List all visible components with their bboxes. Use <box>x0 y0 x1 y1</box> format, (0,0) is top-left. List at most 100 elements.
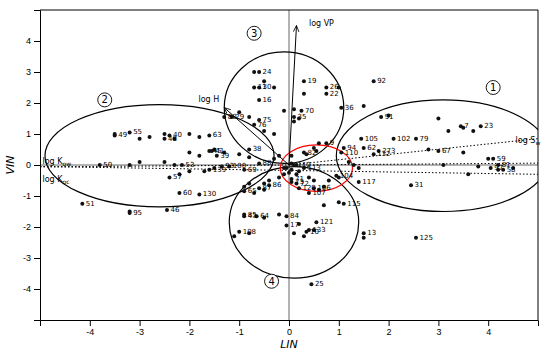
tick: 1 <box>26 129 40 139</box>
tick-label: 4 <box>486 327 491 337</box>
point <box>187 151 191 155</box>
tick-mark <box>34 103 40 104</box>
tick-mark <box>140 320 141 326</box>
point <box>177 191 181 195</box>
tick: 2 <box>26 98 40 108</box>
point-label: 24 <box>263 68 272 76</box>
point-label: 102 <box>397 135 410 143</box>
point-label: 62 <box>367 144 376 152</box>
point <box>302 92 306 96</box>
point-label: 67 <box>442 147 451 155</box>
point <box>302 151 306 155</box>
point <box>491 157 495 161</box>
reference-line <box>40 167 538 175</box>
tick: -3 <box>136 320 144 337</box>
point <box>98 163 102 167</box>
badge-circle <box>265 274 279 288</box>
point <box>292 120 296 124</box>
point <box>163 137 167 141</box>
tick-label: 1 <box>26 129 31 139</box>
point <box>172 163 176 167</box>
point <box>292 107 296 111</box>
chart: -4-3-2-101234-4-3-2-10123479101113161719… <box>0 0 550 354</box>
point <box>247 155 251 159</box>
point <box>436 149 440 153</box>
point-label: 23 <box>484 122 493 130</box>
tick-label: 3 <box>436 327 441 337</box>
cluster-ellipse <box>229 167 358 279</box>
tick-label: 1 <box>337 327 342 337</box>
point <box>436 117 440 121</box>
tick-mark <box>34 289 40 290</box>
point <box>163 160 167 164</box>
point <box>187 132 191 136</box>
tick-mark <box>339 320 340 326</box>
point-label: 120 <box>302 184 315 192</box>
point <box>80 202 84 206</box>
tick-label: 2 <box>26 98 31 108</box>
cluster-label: 3 <box>251 28 257 39</box>
point <box>359 137 363 141</box>
tick-label: 4 <box>26 36 31 46</box>
cluster-ellipse <box>336 100 538 212</box>
point-label: 63 <box>213 131 222 139</box>
point <box>292 231 296 235</box>
point <box>257 98 261 102</box>
point <box>324 141 328 145</box>
tick-mark <box>34 72 40 73</box>
point <box>292 163 296 167</box>
point-label: 19 <box>307 77 316 85</box>
cluster-label: 4 <box>268 276 274 287</box>
point-label: 97 <box>494 164 503 172</box>
point-label: 55 <box>133 128 142 136</box>
point <box>486 157 490 161</box>
point <box>272 157 276 161</box>
tick: 2 <box>387 320 392 337</box>
point <box>148 135 152 139</box>
point <box>187 169 191 173</box>
point <box>479 124 483 128</box>
tick-mark <box>488 320 489 326</box>
tick-label: 3 <box>26 67 31 77</box>
point <box>242 189 246 193</box>
annotations: 7910111316171922232425262930313536383940… <box>42 19 540 288</box>
plot-area <box>40 10 538 320</box>
point-label: 51 <box>86 200 95 208</box>
axis-line <box>34 11 41 321</box>
point-label: 46 <box>170 206 179 214</box>
point <box>285 214 289 218</box>
arrow <box>289 26 296 166</box>
tick-label: -3 <box>136 327 144 337</box>
tick: -3 <box>23 253 40 263</box>
tick: -1 <box>23 191 40 201</box>
point-label: 88 <box>263 159 272 167</box>
point <box>237 152 241 156</box>
y-axis: -4-3-2-101234 <box>23 11 41 321</box>
tick-label: 0 <box>26 160 31 170</box>
point-label: 65 <box>248 187 257 195</box>
cluster-ellipse <box>280 145 352 192</box>
line-label: log Koc <box>42 174 69 185</box>
point <box>197 135 201 139</box>
point <box>362 104 366 108</box>
point <box>362 236 366 240</box>
point <box>322 203 326 207</box>
point-label: 16 <box>263 96 272 104</box>
point-label: 49 <box>118 131 127 139</box>
point-label: 36 <box>345 104 354 112</box>
point <box>282 109 286 113</box>
tick-mark <box>34 258 40 259</box>
point <box>277 154 281 158</box>
point <box>222 115 226 119</box>
tick: -2 <box>186 320 194 337</box>
cluster-ellipse <box>224 52 344 164</box>
point <box>372 79 376 83</box>
point-label: 84 <box>290 212 299 220</box>
point <box>489 166 493 170</box>
line-label-main: log S <box>516 136 536 145</box>
line-label-subscript: w <box>535 139 540 146</box>
point-label: 48 <box>168 135 177 143</box>
point-label: 273 <box>382 147 395 155</box>
tick-label: -3 <box>23 253 31 263</box>
point-label: 87 <box>263 184 272 192</box>
